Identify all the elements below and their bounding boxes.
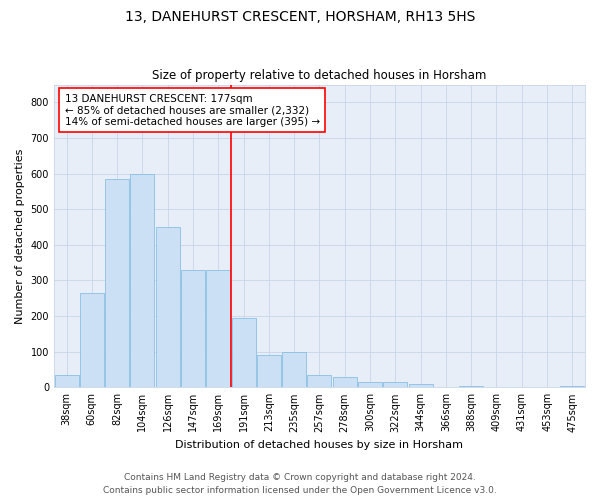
X-axis label: Distribution of detached houses by size in Horsham: Distribution of detached houses by size …: [175, 440, 463, 450]
Bar: [181, 270, 205, 388]
Bar: [307, 375, 331, 388]
Bar: [232, 318, 256, 388]
Bar: [55, 375, 79, 388]
Bar: [282, 352, 306, 388]
Y-axis label: Number of detached properties: Number of detached properties: [15, 148, 25, 324]
Text: 13, DANEHURST CRESCENT, HORSHAM, RH13 5HS: 13, DANEHURST CRESCENT, HORSHAM, RH13 5H…: [125, 10, 475, 24]
Text: Contains HM Land Registry data © Crown copyright and database right 2024.
Contai: Contains HM Land Registry data © Crown c…: [103, 474, 497, 495]
Bar: [459, 386, 483, 388]
Bar: [358, 382, 382, 388]
Title: Size of property relative to detached houses in Horsham: Size of property relative to detached ho…: [152, 69, 487, 82]
Bar: [257, 355, 281, 388]
Bar: [80, 293, 104, 388]
Bar: [130, 174, 154, 388]
Bar: [409, 384, 433, 388]
Bar: [206, 270, 230, 388]
Text: 13 DANEHURST CRESCENT: 177sqm
← 85% of detached houses are smaller (2,332)
14% o: 13 DANEHURST CRESCENT: 177sqm ← 85% of d…: [65, 94, 320, 127]
Bar: [156, 227, 180, 388]
Bar: [560, 386, 584, 388]
Bar: [105, 179, 129, 388]
Bar: [383, 382, 407, 388]
Bar: [333, 376, 357, 388]
